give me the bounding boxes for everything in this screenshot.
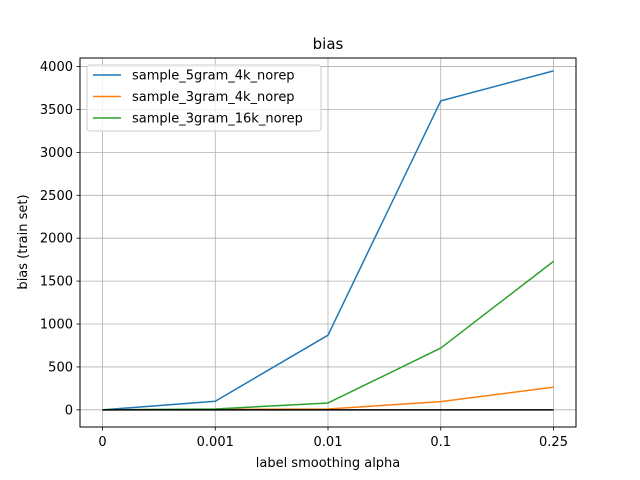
chart-title: bias bbox=[313, 35, 344, 53]
y-tick-label: 2500 bbox=[40, 189, 73, 204]
y-axis: 0 500 1000 1500 2000 2500 3000 3500 4000 bbox=[40, 60, 80, 418]
y-tick-label: 3000 bbox=[40, 146, 73, 161]
legend-label-2: sample_3gram_4k_norep bbox=[132, 90, 295, 105]
series-line-1 bbox=[102, 70, 554, 411]
y-tick-label: 3500 bbox=[40, 103, 73, 118]
x-axis: 0 0.001 0.01 0.1 0.25 bbox=[98, 427, 568, 450]
y-tick-label: 4000 bbox=[40, 60, 73, 75]
legend-label-1: sample_5gram_4k_norep bbox=[132, 69, 295, 84]
legend-box bbox=[86, 64, 322, 132]
legend: sample_5gram_4k_norep sample_3gram_4k_nor… bbox=[86, 64, 322, 132]
y-axis-label: bias (train set) bbox=[16, 194, 31, 289]
x-tick-label: 0 bbox=[98, 435, 106, 450]
x-tick-label: 0.1 bbox=[430, 435, 451, 450]
x-tick-label: 0.001 bbox=[197, 435, 234, 450]
y-tick-label: 500 bbox=[48, 360, 73, 375]
x-tick-label: 0.25 bbox=[539, 435, 568, 450]
series-layer bbox=[102, 70, 554, 411]
x-tick-label: 0.01 bbox=[314, 435, 343, 450]
y-tick-label: 1000 bbox=[40, 318, 73, 333]
y-tick-label: 0 bbox=[65, 403, 73, 418]
x-axis-label: label smoothing alpha bbox=[256, 456, 401, 471]
y-tick-label: 2000 bbox=[40, 232, 73, 247]
y-tick-label: 1500 bbox=[40, 275, 73, 290]
legend-label-3: sample_3gram_16k_norep bbox=[132, 112, 303, 127]
